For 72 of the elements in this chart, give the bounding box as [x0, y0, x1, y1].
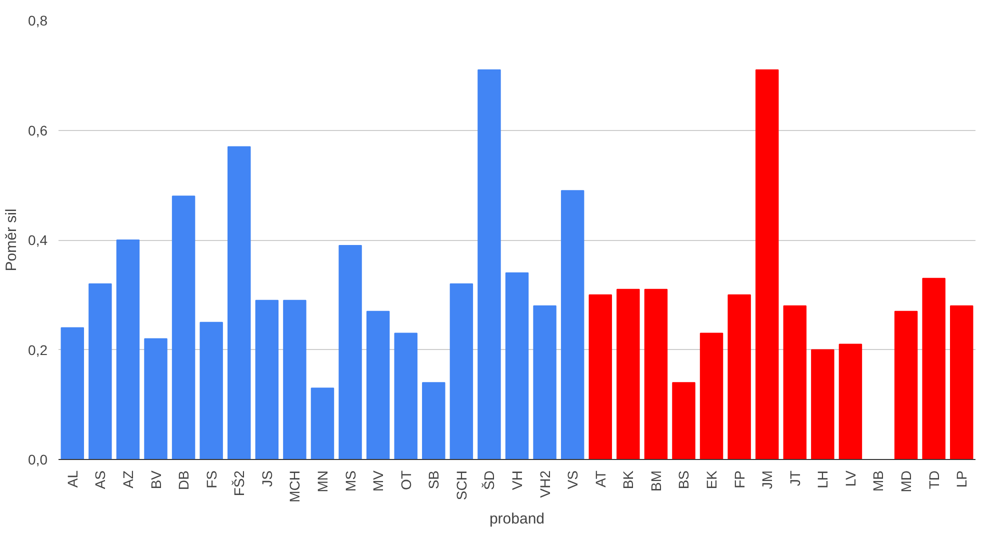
x-tick-label: MS: [342, 470, 358, 492]
x-tick-label: SCH: [453, 470, 470, 500]
x-tick-label: EK: [704, 470, 720, 490]
bar: [338, 244, 362, 460]
bar: [838, 344, 862, 460]
x-tick-label: LH: [814, 470, 831, 488]
bar: [116, 240, 140, 460]
bar: [783, 305, 806, 460]
x-tick-label: MV: [370, 470, 386, 492]
x-tick-label: VH: [509, 470, 525, 490]
bar: [255, 300, 279, 460]
x-tick-label: BS: [676, 470, 692, 490]
bar: [616, 288, 640, 460]
x-tick-label: ŠD: [481, 470, 498, 490]
x-tick-label: LP: [954, 470, 970, 488]
y-tick-label: 0,2: [28, 342, 48, 358]
bar: [478, 69, 501, 460]
bar: [894, 310, 918, 460]
x-tick-label: AS: [92, 470, 108, 490]
x-tick-label: JT: [786, 470, 803, 486]
x-tick-label: FS: [203, 470, 220, 488]
bar: [422, 382, 446, 460]
bar: [283, 300, 306, 460]
bar: [560, 190, 584, 460]
x-axis-title: proband: [489, 510, 545, 528]
y-tick-label: 0,8: [28, 12, 48, 28]
y-tick-label: 0,0: [28, 452, 48, 468]
bar: [200, 322, 223, 460]
bar: [811, 349, 834, 460]
x-tick-label: MCH: [286, 470, 303, 502]
x-tick-label: VH2: [536, 470, 553, 498]
x-tick-label: TD: [926, 470, 942, 490]
bar: [394, 332, 418, 460]
bar: [60, 327, 84, 460]
bar: [366, 310, 390, 460]
bar: [172, 196, 196, 460]
bar: [88, 283, 112, 460]
x-tick-label: AL: [64, 470, 80, 488]
x-tick-label: BK: [620, 470, 636, 490]
bar: [644, 288, 668, 460]
x-tick-label: MN: [314, 470, 330, 492]
y-tick-label: 0,4: [28, 232, 48, 248]
bar: [144, 338, 168, 460]
x-tick-label: AZ: [120, 470, 136, 488]
x-tick-label: MD: [898, 470, 914, 492]
x-tick-label: VS: [564, 470, 581, 490]
bar: [922, 278, 946, 460]
x-tick-label: OT: [398, 470, 414, 490]
bar: [755, 69, 779, 460]
x-tick-label: LV: [842, 470, 858, 487]
x-tick-label: MB: [870, 470, 886, 492]
bar: [588, 294, 612, 460]
y-axis-title: Poměr sil: [3, 208, 20, 272]
x-tick-label: FP: [731, 470, 748, 488]
bar: [505, 272, 529, 460]
bar: [672, 382, 696, 460]
x-tick-label: DB: [176, 470, 192, 490]
bar: [950, 305, 974, 460]
x-tick-label: AT: [592, 470, 608, 488]
bar: [700, 332, 724, 460]
x-tick-label: BV: [148, 470, 164, 490]
x-tick-label: JM: [759, 470, 776, 490]
x-tick-label: BM: [648, 470, 664, 492]
bar: [228, 146, 251, 460]
x-tick-label: JS: [258, 470, 275, 487]
bar: [533, 305, 556, 460]
y-tick-label: 0,6: [28, 122, 48, 138]
x-tick-label: SB: [426, 470, 442, 490]
x-tick-label: FŠ2: [231, 470, 248, 496]
bar: [310, 388, 334, 460]
bar: [450, 283, 474, 460]
bar: [728, 294, 751, 460]
